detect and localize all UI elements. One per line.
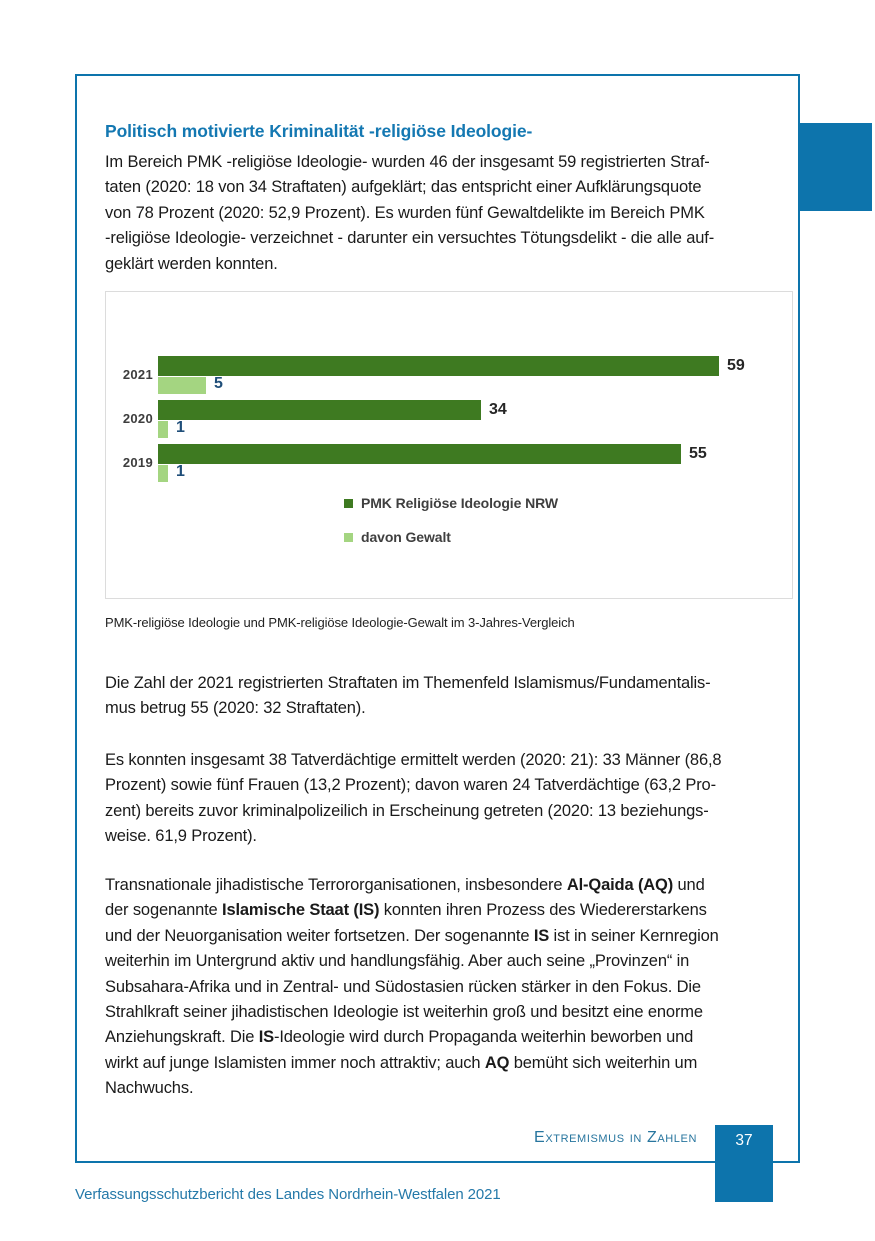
text-line: der sogenannte Islamische Staat (IS) kon…	[105, 901, 707, 920]
text-line: Anziehungskraft. Die IS-Ideologie wird d…	[105, 1028, 694, 1047]
text-line: und der Neuorganisation weiter fortsetze…	[105, 926, 719, 945]
text-line: weise. 61,9 Prozent).	[105, 827, 257, 846]
chart-row: 2019 55 1	[106, 444, 792, 482]
chart-legend: PMK Religiöse Ideologie NRW davon Gewalt	[344, 495, 558, 545]
value-label: 34	[489, 401, 507, 418]
value-label: 1	[176, 419, 185, 436]
chart-row: 2021 59 5	[106, 356, 792, 394]
text-line: geklärt werden konnten.	[105, 254, 278, 273]
year-label: 2019	[122, 455, 153, 470]
year-label: 2020	[122, 411, 153, 426]
text-line: Nachwuchs.	[105, 1079, 194, 1098]
text-line: taten (2020: 18 von 34 Straftaten) aufge…	[105, 178, 702, 197]
chart-row: 2020 34 1	[106, 400, 792, 438]
footer-section-label: Extremismus in Zahlen	[534, 1129, 697, 1146]
value-label: 59	[727, 357, 745, 374]
value-label: 55	[689, 445, 707, 462]
text-line: zent) bereits zuvor kriminalpolizeilich …	[105, 801, 709, 820]
paragraph-tatverdaechtige: Es konnten insgesamt 38 Tatverdächtige e…	[105, 748, 795, 850]
bar-gewalt	[158, 421, 168, 438]
text-line: Transnationale jihadistische Terrororgan…	[105, 876, 705, 894]
text-line: von 78 Prozent (2020: 52,9 Prozent). Es …	[105, 203, 705, 222]
bar-chart: 2021 59 5 2020 34 1 2019 55 1 PMK Religiöse Ideo…	[105, 291, 793, 599]
text-line: wirkt auf junge Islamisten immer noch at…	[105, 1053, 698, 1072]
text-line: Prozent) sowie fünf Frauen (13,2 Prozent…	[105, 776, 716, 795]
edge-tab-marker	[798, 123, 872, 211]
paragraph-terrororganisationen: Transnationale jihadistische Terrororgan…	[105, 873, 795, 1102]
page-number: 37	[735, 1132, 753, 1149]
paragraph-pmk-aufklaerung: Im Bereich PMK -religiöse Ideologie- wur…	[105, 150, 795, 277]
text-line: Es konnten insgesamt 38 Tatverdächtige e…	[105, 751, 722, 769]
text-line: Strahlkraft seiner jihadistischen Ideolo…	[105, 1002, 703, 1021]
text-line: Subsahara-Afrika und in Zentral- und Süd…	[105, 977, 701, 996]
bar-gewalt	[158, 465, 168, 482]
bar-gewalt	[158, 377, 206, 394]
bar-total	[158, 356, 719, 376]
value-label: 1	[176, 463, 185, 480]
legend-label: davon Gewalt	[361, 529, 451, 545]
legend-item: davon Gewalt	[344, 529, 558, 545]
chart-caption: PMK-religiöse Ideologie und PMK-religiös…	[105, 615, 575, 630]
legend-swatch-icon	[344, 498, 353, 508]
report-footer-note: Verfassungsschutzbericht des Landes Nord…	[75, 1186, 501, 1203]
text-line: -religiöse Ideologie- verzeichnet - daru…	[105, 229, 715, 248]
page-number-box: 37	[715, 1125, 773, 1202]
legend-label: PMK Religiöse Ideologie NRW	[361, 495, 558, 511]
bar-total	[158, 400, 481, 420]
text-line: Die Zahl der 2021 registrierten Straftat…	[105, 674, 711, 692]
text-line: mus betrug 55 (2020: 32 Straftaten).	[105, 699, 366, 718]
bar-total	[158, 444, 681, 464]
page-frame	[75, 74, 800, 1163]
paragraph-straftaten-islamismus: Die Zahl der 2021 registrierten Straftat…	[105, 671, 795, 722]
text-line: weiterhin im Untergrund aktiv und handlu…	[105, 952, 690, 971]
value-label: 5	[214, 375, 223, 392]
page-title: Politisch motivierte Kriminalität -relig…	[105, 121, 533, 141]
legend-item: PMK Religiöse Ideologie NRW	[344, 495, 558, 511]
text-line: Im Bereich PMK -religiöse Ideologie- wur…	[105, 153, 710, 171]
year-label: 2021	[122, 367, 153, 382]
legend-swatch-icon	[344, 532, 353, 542]
